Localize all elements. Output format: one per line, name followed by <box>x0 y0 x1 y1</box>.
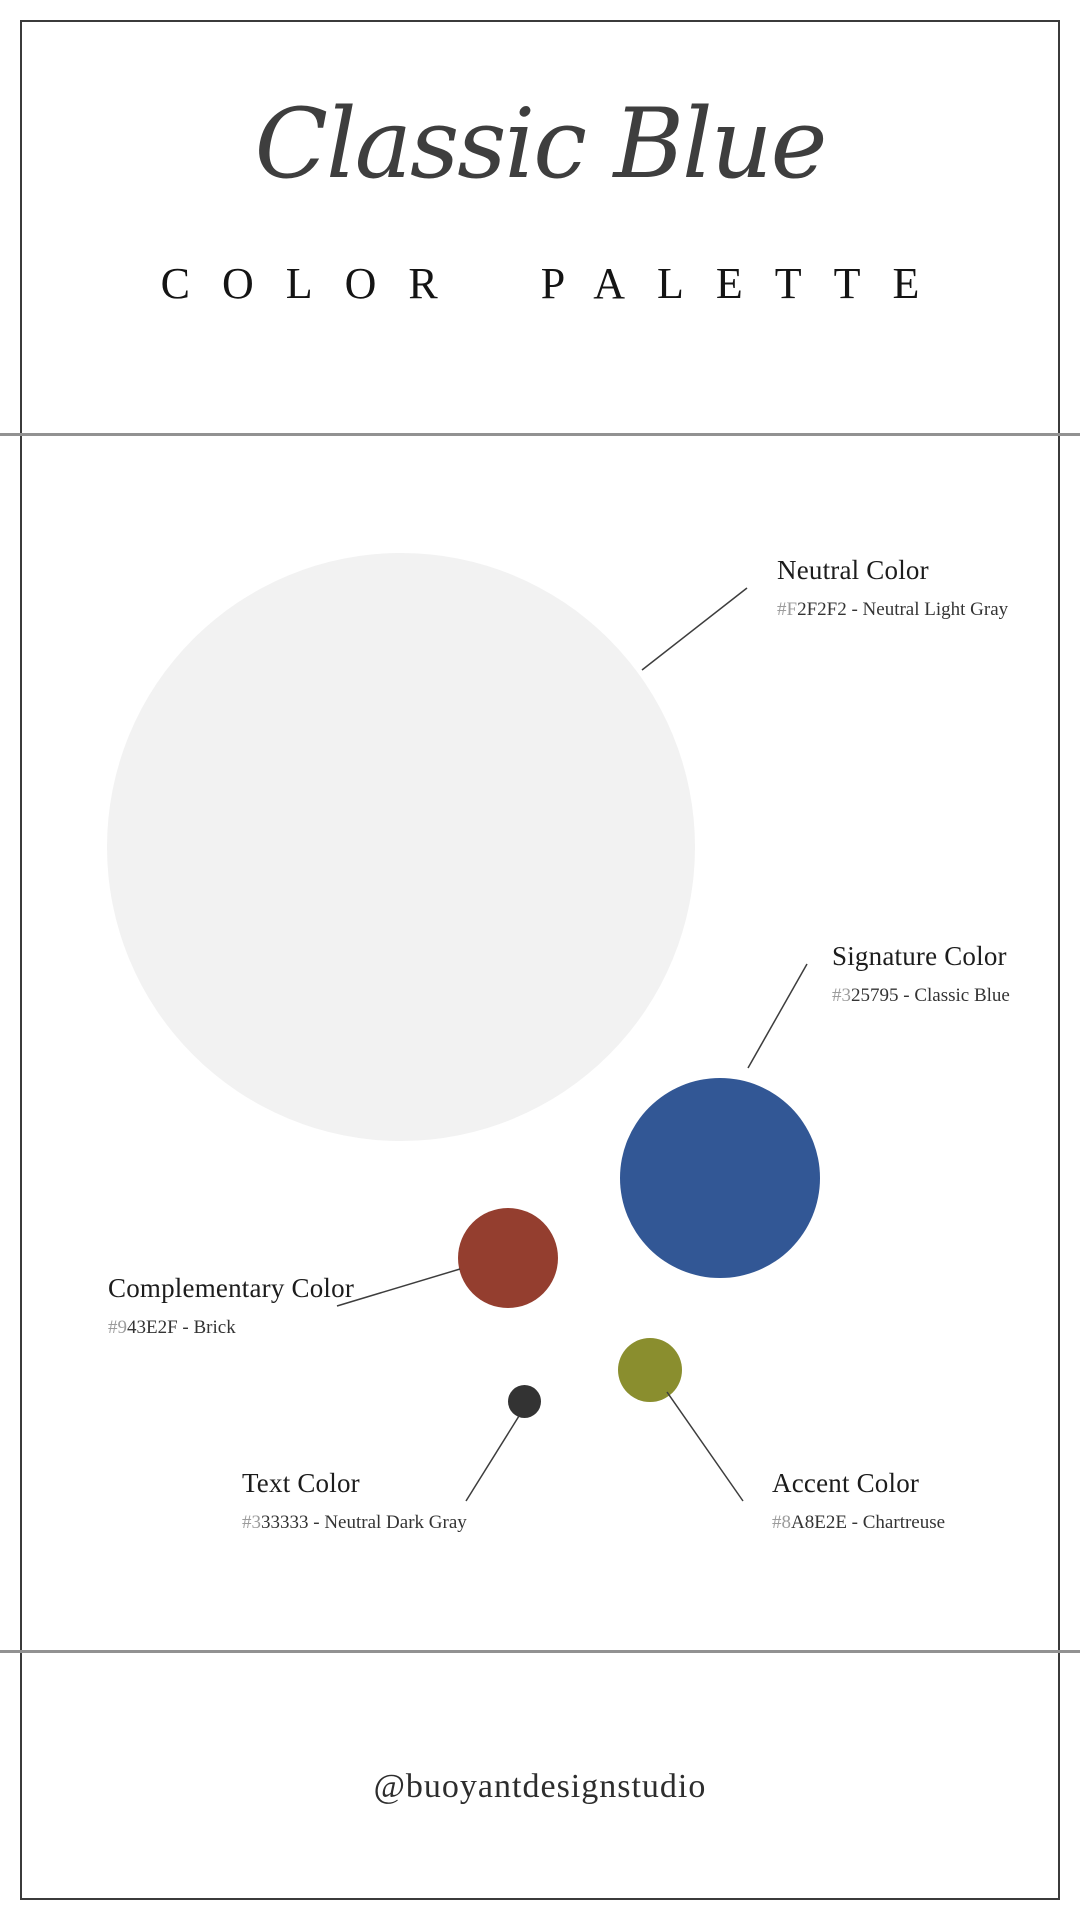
complementary-color-hex: #943E2F - Brick <box>108 1317 236 1339</box>
page-subtitle: COLOR PALETTE <box>160 259 952 308</box>
text-color-circle <box>508 1385 541 1418</box>
text-color-title: Text Color <box>242 1468 360 1498</box>
complementary-color-title: Complementary Color <box>108 1273 355 1303</box>
signature-color-hex: #325795 - Classic Blue <box>832 985 1010 1007</box>
complementary-color-label: Complementary Color #943E2F - Brick <box>108 1272 428 1342</box>
accent-color-label: Accent Color #8A8E2E - Chartreuse <box>772 1467 1072 1537</box>
accent-color-hex: #8A8E2E - Chartreuse <box>772 1512 946 1534</box>
header-divider-line <box>0 433 1080 436</box>
signature-color-circle <box>620 1078 820 1278</box>
text-color-label: Text Color #333333 - Neutral Dark Gray <box>242 1467 562 1537</box>
leader-line-signature <box>747 963 808 1069</box>
signature-color-label: Signature Color #325795 - Classic Blue <box>832 940 1017 1010</box>
neutral-color-circle <box>107 553 695 1141</box>
page-title: Classic Blue <box>254 88 828 200</box>
neutral-color-hex: #F2F2F2 - Neutral Light Gray <box>777 599 1009 621</box>
leader-line-neutral <box>641 587 748 671</box>
neutral-color-title: Neutral Color <box>777 555 929 585</box>
signature-color-title: Signature Color <box>832 941 1007 971</box>
neutral-color-label: Neutral Color #F2F2F2 - Neutral Light Gr… <box>777 554 1080 624</box>
accent-color-circle <box>618 1338 682 1402</box>
text-color-hex: #333333 - Neutral Dark Gray <box>242 1512 467 1534</box>
leader-line-accent <box>666 1391 744 1502</box>
footer-divider-line <box>0 1650 1080 1653</box>
social-handle: @buoyantdesignstudio <box>373 1768 707 1805</box>
complementary-color-circle <box>458 1208 558 1308</box>
accent-color-title: Accent Color <box>772 1468 920 1498</box>
